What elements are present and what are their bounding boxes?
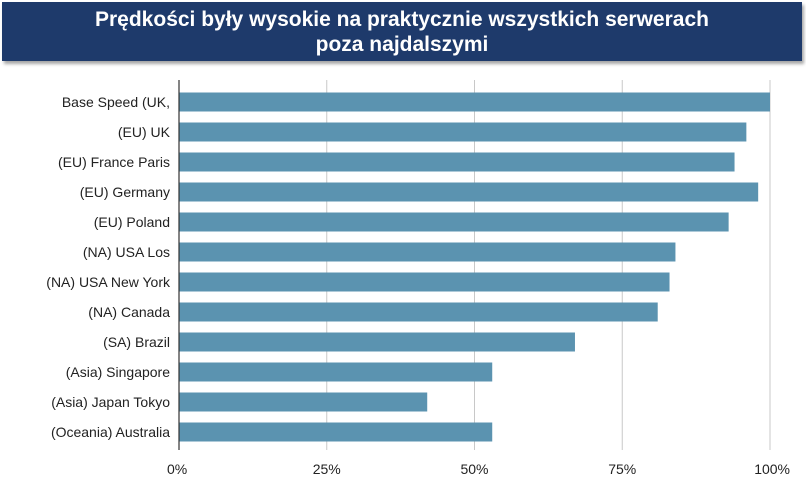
chart-title-line-2: poza najdalszymi [315, 32, 489, 56]
bar-1 [179, 122, 747, 142]
category-label-9: (Asia) Singapore [66, 364, 170, 380]
bars-group [179, 92, 770, 442]
bar-11 [179, 422, 493, 442]
x-tick-label-100: 100% [754, 461, 790, 477]
bar-5 [179, 242, 676, 262]
chart-title-banner: Prędkości były wysokie na praktycznie ws… [2, 2, 802, 61]
category-label-8: (SA) Brazil [103, 334, 170, 350]
bar-10 [179, 392, 428, 412]
x-tick-labels: 0% 25% 50% 75% 100% [167, 461, 790, 477]
category-label-2: (EU) France Paris [58, 154, 170, 170]
category-label-3: (EU) Germany [80, 184, 170, 200]
bar-6 [179, 272, 670, 292]
chart-title-line-1: Prędkości były wysokie na praktycznie ws… [95, 7, 709, 31]
category-labels: Base Speed (UK, (EU) UK (EU) France Paris (… [46, 94, 171, 440]
bar-9 [179, 362, 493, 382]
x-tick-label-0: 0% [167, 461, 187, 477]
bar-7 [179, 302, 658, 322]
category-label-5: (NA) USA Los [83, 244, 170, 260]
bar-2 [179, 152, 735, 172]
category-label-1: (EU) UK [118, 124, 171, 140]
bar-4 [179, 212, 729, 232]
x-tick-label-50: 50% [460, 461, 488, 477]
category-label-10: (Asia) Japan Tokyo [51, 394, 170, 410]
category-label-4: (EU) Poland [94, 214, 170, 230]
category-label-0: Base Speed (UK, [62, 94, 170, 110]
bar-8 [179, 332, 575, 352]
x-tick-label-25: 25% [313, 461, 341, 477]
category-label-6: (NA) USA New York [46, 274, 171, 290]
grid-lines [326, 80, 771, 450]
bar-0 [179, 92, 770, 112]
x-tick-label-75: 75% [608, 461, 636, 477]
category-label-11: (Oceania) Australia [51, 424, 170, 440]
bar-3 [179, 182, 759, 202]
category-label-7: (NA) Canada [88, 304, 170, 320]
